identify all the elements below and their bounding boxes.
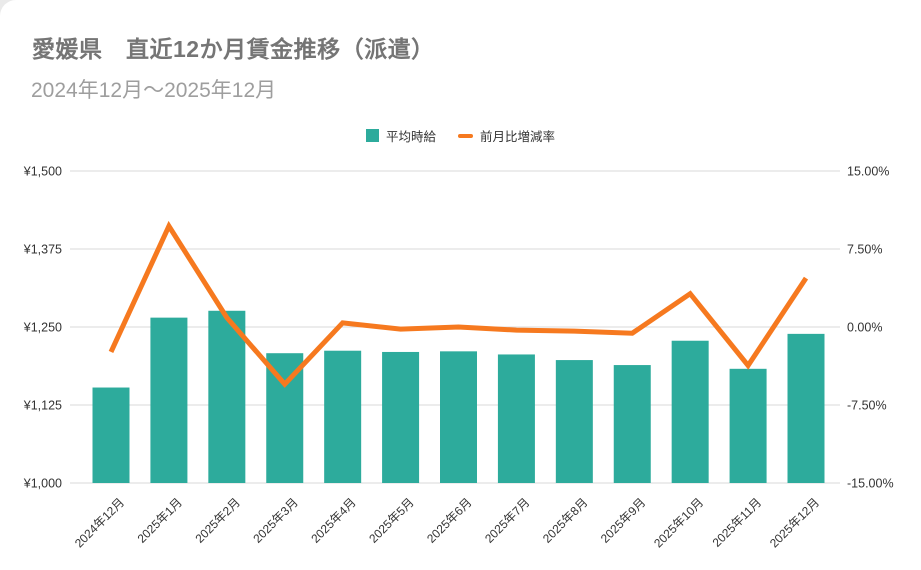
chart-legend: 平均時給 前月比増減率	[0, 126, 921, 145]
x-axis-label: 2025年7月	[482, 495, 532, 545]
x-axis-label: 2025年3月	[250, 495, 300, 545]
wage-bar	[613, 365, 651, 483]
x-axis-label: 2025年6月	[424, 495, 474, 545]
left-axis-tick: ¥1,375	[23, 243, 62, 257]
legend-item-mom-change: 前月比増減率	[458, 126, 555, 145]
left-axis-tick: ¥1,000	[23, 477, 62, 491]
line-series-swatch	[458, 133, 473, 138]
wage-bar	[208, 310, 246, 483]
wage-bar	[266, 353, 304, 483]
wage-bar	[382, 351, 420, 483]
right-axis-tick: -7.50%	[847, 399, 887, 413]
right-axis-tick: 0.00%	[847, 321, 882, 335]
x-axis-label: 2025年5月	[366, 495, 416, 545]
page-title: 愛媛県 直近12か月賃金推移（派遣）	[32, 36, 435, 62]
wage-bar	[671, 340, 709, 483]
x-axis-label: 2025年12月	[767, 495, 822, 550]
left-axis-tick: ¥1,250	[23, 321, 62, 335]
trend-line	[108, 220, 809, 388]
legend-label-average-wage: 平均時給	[385, 130, 436, 144]
wage-bar	[787, 333, 825, 483]
wage-bar	[150, 317, 188, 483]
wage-bar	[92, 387, 130, 483]
wage-bar	[497, 354, 535, 483]
x-axis-label: 2025年10月	[651, 495, 706, 550]
legend-item-average-wage: 平均時給	[365, 126, 436, 145]
x-axis-label: 2024年12月	[72, 495, 127, 550]
x-axis-label: 2025年8月	[540, 495, 590, 545]
x-axis-label: 2025年2月	[192, 495, 242, 545]
left-axis-tick-labels: ¥1,500 ¥1,375 ¥1,250 ¥1,125 ¥1,000	[23, 165, 62, 491]
legend-label-mom-change: 前月比増減率	[480, 130, 556, 144]
x-axis-label: 2025年1月	[135, 495, 185, 545]
right-axis-tick: -15.00%	[847, 477, 894, 491]
right-axis-tick: 7.50%	[847, 243, 882, 257]
x-axis-labels: 2024年12月 2025年1月 2025年2月 2025年3月 2025年4月 2025…	[72, 495, 822, 550]
wage-bar	[729, 368, 767, 483]
right-axis-tick-labels: 15.00% 7.50% 0.00% -7.50% -15.00%	[847, 165, 894, 491]
x-axis-label: 2025年11月	[710, 495, 765, 550]
bar-series-swatch	[365, 129, 379, 142]
left-axis-tick: ¥1,125	[23, 399, 62, 413]
wage-bar-series	[92, 310, 825, 483]
page-subtitle: 2024年12月～2025年12月	[31, 79, 277, 102]
right-axis-tick: 15.00%	[847, 165, 889, 179]
left-axis-tick: ¥1,500	[23, 165, 62, 179]
x-axis-label: 2025年4月	[308, 495, 358, 545]
wage-bar	[555, 360, 593, 483]
wage-bar	[324, 350, 362, 483]
wage-bar	[440, 351, 477, 483]
x-axis-label: 2025年9月	[598, 495, 648, 545]
